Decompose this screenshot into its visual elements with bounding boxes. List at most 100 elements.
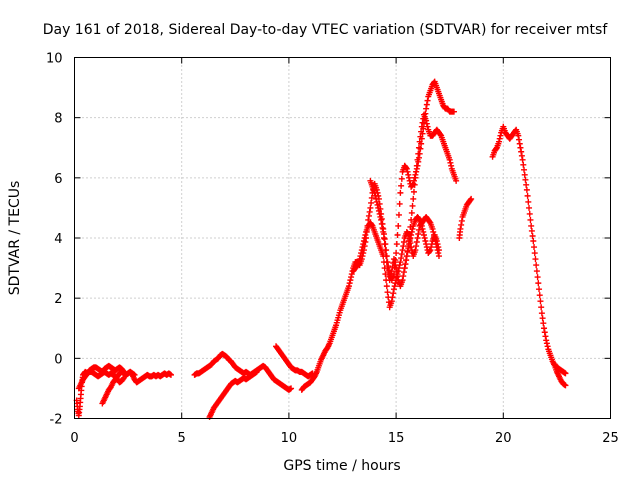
data-point bbox=[389, 294, 396, 301]
data-point bbox=[457, 225, 464, 232]
data-point bbox=[539, 315, 546, 322]
data-point bbox=[390, 256, 397, 263]
data-point bbox=[415, 215, 422, 222]
data-point bbox=[536, 286, 543, 293]
data-point bbox=[419, 119, 426, 126]
data-point bbox=[405, 243, 412, 250]
data-point bbox=[405, 238, 412, 245]
data-point bbox=[517, 144, 524, 151]
data-point bbox=[379, 224, 386, 231]
data-point bbox=[346, 280, 353, 287]
data-point bbox=[393, 265, 400, 272]
y-tick-label: 0 bbox=[54, 352, 62, 367]
data-point bbox=[253, 368, 260, 375]
data-point bbox=[423, 105, 430, 112]
data-point bbox=[388, 271, 395, 278]
series-seg2 bbox=[75, 368, 127, 392]
series-seg13 bbox=[551, 361, 569, 377]
data-point bbox=[391, 283, 398, 290]
data-point bbox=[381, 236, 388, 243]
data-point bbox=[415, 230, 422, 237]
data-point bbox=[535, 280, 542, 287]
data-point bbox=[417, 133, 424, 140]
data-point bbox=[523, 181, 530, 188]
y-tick-label: 10 bbox=[46, 52, 63, 67]
data-point bbox=[375, 204, 382, 211]
data-point bbox=[367, 204, 374, 211]
data-point bbox=[365, 212, 372, 219]
data-point bbox=[393, 269, 400, 276]
data-point bbox=[423, 120, 430, 127]
data-point bbox=[530, 238, 537, 245]
data-point bbox=[387, 274, 394, 281]
data-point bbox=[398, 175, 405, 182]
data-point bbox=[401, 265, 408, 272]
data-point bbox=[373, 195, 380, 202]
data-point bbox=[534, 274, 541, 281]
data-point bbox=[537, 298, 544, 305]
data-point bbox=[409, 202, 416, 209]
data-point bbox=[528, 222, 535, 229]
x-tick-label: 20 bbox=[495, 431, 512, 446]
data-point bbox=[345, 283, 352, 290]
data-point bbox=[398, 182, 405, 189]
data-point bbox=[360, 241, 367, 248]
series-seg5 bbox=[206, 368, 260, 420]
data-point bbox=[416, 138, 423, 145]
data-point bbox=[371, 189, 378, 196]
data-point bbox=[398, 251, 405, 258]
data-point bbox=[525, 198, 532, 205]
data-point bbox=[358, 247, 365, 254]
data-point bbox=[543, 337, 550, 344]
data-point bbox=[496, 138, 503, 145]
data-point bbox=[378, 220, 385, 227]
data-point bbox=[423, 241, 430, 248]
data-point bbox=[533, 262, 540, 269]
data-point bbox=[521, 166, 528, 173]
plot-frame bbox=[74, 57, 611, 419]
data-point bbox=[395, 211, 402, 218]
data-point bbox=[360, 238, 367, 245]
data-point bbox=[426, 248, 433, 255]
data-point bbox=[430, 228, 437, 235]
data-point bbox=[383, 283, 390, 290]
data-point bbox=[388, 298, 395, 305]
data-point bbox=[518, 148, 525, 155]
data-point bbox=[393, 250, 400, 257]
data-point bbox=[392, 262, 399, 269]
data-point bbox=[542, 333, 549, 340]
data-point bbox=[428, 241, 435, 248]
y-tick-labels: -2 0 2 4 6 8 10 bbox=[46, 52, 63, 428]
data-point bbox=[529, 232, 536, 239]
x-tick-label: 25 bbox=[602, 431, 619, 446]
data-point bbox=[412, 174, 419, 181]
y-tick-label: 2 bbox=[54, 292, 62, 307]
data-point bbox=[497, 132, 504, 139]
data-point bbox=[373, 186, 380, 193]
series-seg4 bbox=[191, 350, 295, 393]
data-point bbox=[392, 280, 399, 287]
data-point bbox=[518, 152, 525, 159]
y-tick-label: 4 bbox=[54, 232, 62, 247]
series-seg12 bbox=[489, 123, 569, 389]
data-point bbox=[288, 385, 295, 392]
data-point bbox=[403, 257, 410, 264]
data-point bbox=[540, 320, 547, 327]
data-point bbox=[519, 156, 526, 163]
data-point bbox=[453, 177, 460, 184]
y-tick-label: -2 bbox=[50, 413, 63, 428]
data-point bbox=[467, 196, 474, 203]
series-seg3 bbox=[99, 368, 138, 407]
data-point bbox=[120, 375, 127, 382]
data-point bbox=[365, 216, 372, 223]
data-point bbox=[423, 101, 430, 108]
data-point bbox=[458, 217, 465, 224]
data-point bbox=[380, 228, 387, 235]
data-point bbox=[532, 256, 539, 263]
data-point bbox=[412, 247, 419, 254]
data-point bbox=[384, 265, 391, 272]
data-point bbox=[408, 209, 415, 216]
data-point bbox=[400, 269, 407, 276]
data-point bbox=[435, 247, 442, 254]
data-point bbox=[528, 227, 535, 234]
